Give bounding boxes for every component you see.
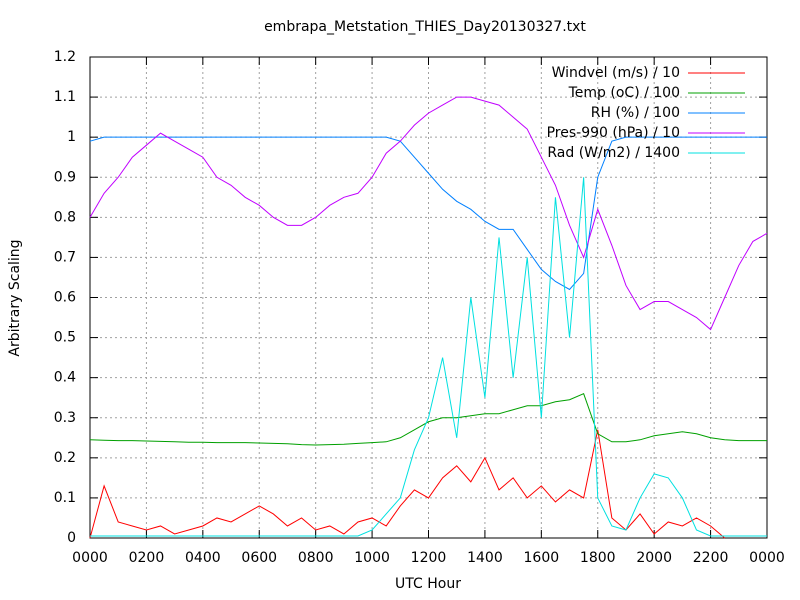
- series-line: [89, 96, 768, 331]
- legend-label: Windvel (m/s) / 10: [552, 65, 680, 81]
- y-tick-label: 0.2: [54, 450, 76, 466]
- y-tick-label: 0.6: [54, 290, 76, 306]
- x-tick-label: 0000: [749, 550, 785, 566]
- y-tick-label: 0.4: [54, 370, 76, 386]
- x-tick-label: 2200: [693, 550, 729, 566]
- y-tick-label: 0.1: [54, 490, 76, 506]
- y-tick-label: 0.3: [54, 410, 76, 426]
- legend-label: Pres-990 (hPa) / 10: [547, 125, 680, 141]
- x-tick-label: 1400: [467, 550, 503, 566]
- y-tick-label: 0.5: [54, 330, 76, 346]
- x-axis-label: UTC Hour: [395, 576, 461, 592]
- y-axis-label: Arbitrary Scaling: [7, 239, 23, 356]
- chart-title: embrapa_Metstation_THIES_Day20130327.txt: [264, 19, 586, 35]
- x-tick-label: 0200: [129, 550, 165, 566]
- y-tick-label: 1: [67, 129, 76, 145]
- y-tick-label: 0.7: [54, 249, 76, 265]
- y-tick-label: 0: [67, 530, 76, 546]
- x-tick-label: 2000: [636, 550, 672, 566]
- plot-frame: [89, 56, 768, 539]
- x-tick-label: 0000: [72, 550, 108, 566]
- series-line: [90, 177, 767, 537]
- x-tick-label: 1200: [411, 550, 447, 566]
- y-tick-label: 0.9: [54, 169, 76, 185]
- y-tick-label: 1.2: [54, 49, 76, 65]
- y-tick-label: 0.8: [54, 209, 76, 225]
- x-tick-label: 1800: [580, 550, 616, 566]
- series-line: [89, 429, 726, 539]
- x-tick-label: 0600: [241, 550, 277, 566]
- legend-label: RH (%) / 100: [591, 105, 680, 121]
- series-line: [89, 136, 767, 291]
- y-tick-label: 1.1: [54, 89, 76, 105]
- series-line: [89, 393, 767, 446]
- x-tick-label: 1600: [524, 550, 560, 566]
- legend-label: Temp (oC) / 100: [568, 85, 680, 101]
- legend-label: Rad (W/m2) / 1400: [547, 145, 680, 161]
- x-tick-label: 0400: [185, 550, 221, 566]
- x-tick-label: 0800: [298, 550, 334, 566]
- x-tick-label: 1000: [354, 550, 390, 566]
